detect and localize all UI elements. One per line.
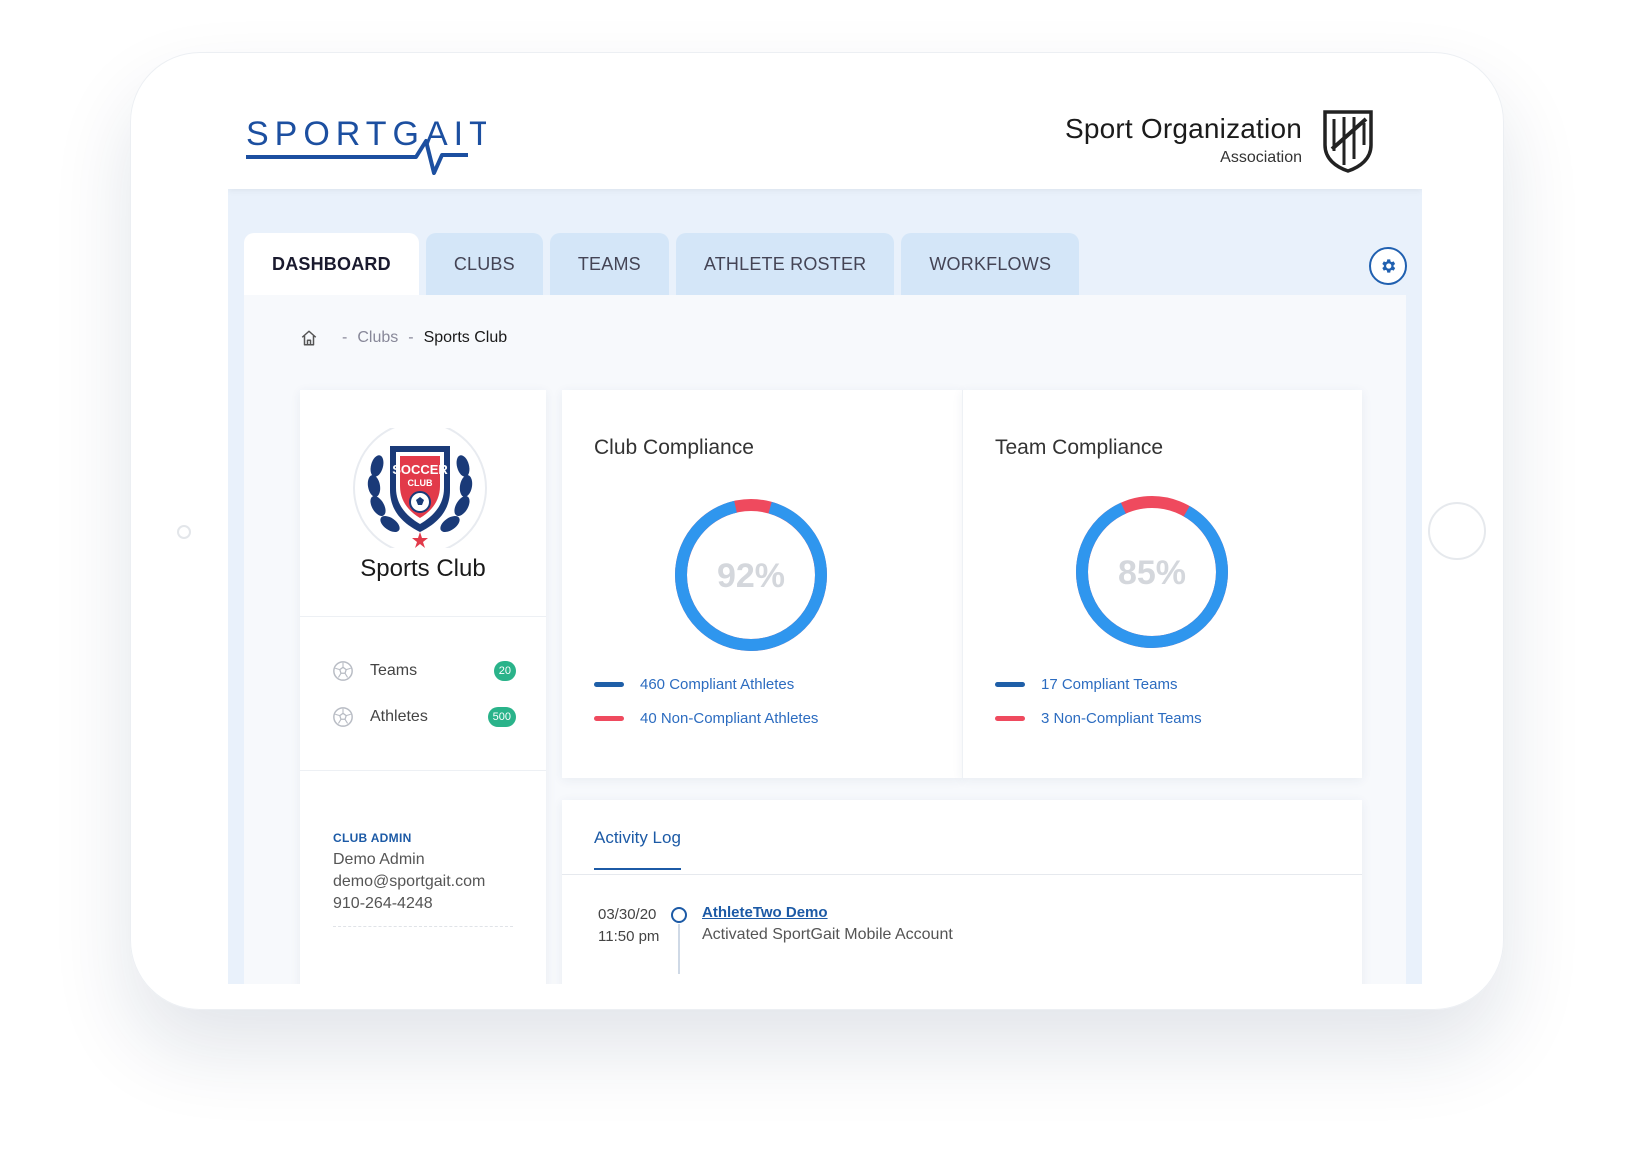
breadcrumb: - Clubs - Sports Club	[300, 329, 507, 347]
activity-description: Activated SportGait Mobile Account	[702, 926, 953, 943]
tab-activity-log[interactable]: Activity Log	[594, 828, 681, 870]
card-title: Team Compliance	[995, 436, 1164, 459]
top-bar: SPORTGAIT Sport Organization Association	[228, 89, 1422, 189]
tab-clubs[interactable]: CLUBS	[425, 233, 543, 295]
activity-timestamp: 03/30/20 11:50 pm	[598, 904, 659, 948]
soccer-club-logo: SOCCER CLUB	[353, 428, 487, 548]
team-compliance-card: Team Compliance 85% 17 Compliant Teams 3…	[962, 390, 1362, 778]
club-admin-heading: CLUB ADMIN	[333, 831, 412, 845]
legend-swatch	[594, 682, 624, 687]
divider	[333, 926, 513, 927]
legend-swatch	[995, 716, 1025, 721]
tab-workflows[interactable]: WORKFLOWS	[901, 233, 1080, 295]
club-compliance-card: Club Compliance 92% 460 Compliant Athlet…	[562, 390, 962, 778]
stat-label: Teams	[370, 662, 418, 679]
svg-text:SOCCER: SOCCER	[392, 462, 448, 477]
legend-label: 17 Compliant Teams	[1041, 676, 1178, 693]
card-title: Club Compliance	[594, 436, 754, 459]
dashboard-panel: - Clubs - Sports Club	[244, 295, 1406, 984]
breadcrumb-current: Sports Club	[423, 329, 508, 346]
legend-swatch	[995, 682, 1025, 687]
divider	[300, 770, 546, 771]
admin-name: Demo Admin	[333, 851, 425, 868]
club-compliance-donut: 92%	[675, 499, 827, 651]
count-badge: 500	[487, 707, 516, 727]
legend-label: 460 Compliant Athletes	[640, 676, 795, 693]
legend-label: 40 Non-Compliant Athletes	[640, 710, 819, 727]
org-name: Sport Organization	[1064, 113, 1302, 144]
club-profile-card: SOCCER CLUB Sports Club Teams 20	[300, 390, 546, 984]
legend-swatch	[594, 716, 624, 721]
org-subtitle: Association	[1220, 149, 1302, 166]
activity-user-link[interactable]: AthleteTwo Demo	[702, 904, 828, 921]
stat-athletes[interactable]: Athletes 500	[332, 704, 516, 730]
divider	[300, 616, 546, 617]
legend-label: 3 Non-Compliant Teams	[1041, 710, 1202, 727]
timeline-line	[678, 924, 680, 974]
svg-text:SPORTGAIT: SPORTGAIT	[246, 115, 486, 153]
stat-label: Athletes	[370, 708, 428, 725]
count-badge: 20	[493, 661, 516, 681]
settings-button[interactable]	[1369, 247, 1407, 285]
tab-athlete-roster[interactable]: ATHLETE ROSTER	[675, 233, 895, 295]
compliant-segment	[1076, 496, 1228, 648]
activity-date: 03/30/20	[598, 906, 657, 923]
legend-compliant: 17 Compliant Teams	[995, 676, 1177, 693]
stat-teams[interactable]: Teams 20	[332, 658, 516, 684]
admin-email[interactable]: demo@sportgait.com	[333, 873, 486, 890]
home-icon[interactable]	[300, 329, 318, 347]
team-compliance-donut: 85%	[1076, 496, 1228, 648]
org-crest-icon	[1323, 110, 1373, 173]
club-name: Sports Club	[360, 555, 486, 582]
divider	[562, 874, 1362, 875]
tablet-home-button	[1428, 502, 1486, 560]
activity-time: 11:50 pm	[598, 928, 660, 945]
svg-text:CLUB: CLUB	[408, 478, 433, 488]
timeline-node-icon	[671, 907, 687, 923]
breadcrumb-separator: -	[342, 329, 348, 346]
compliance-percent: 92%	[717, 557, 785, 595]
soccer-ball-icon	[333, 707, 353, 727]
tablet-camera	[177, 525, 191, 539]
compliance-percent: 85%	[1118, 554, 1186, 592]
app-screen: SPORTGAIT Sport Organization Association…	[228, 89, 1422, 984]
sportgait-logo[interactable]: SPORTGAIT	[246, 115, 486, 179]
legend-noncompliant: 40 Non-Compliant Athletes	[594, 710, 818, 727]
tab-dashboard[interactable]: DASHBOARD	[244, 233, 419, 295]
breadcrumb-separator: -	[408, 329, 414, 346]
tab-teams[interactable]: TEAMS	[549, 233, 669, 295]
admin-phone[interactable]: 910-264-4248	[333, 895, 433, 912]
compliant-segment	[675, 499, 827, 651]
breadcrumb-clubs[interactable]: Clubs	[357, 329, 399, 346]
legend-compliant: 460 Compliant Athletes	[594, 676, 794, 693]
legend-noncompliant: 3 Non-Compliant Teams	[995, 710, 1202, 727]
gear-icon	[1382, 259, 1396, 273]
soccer-ball-icon	[333, 661, 353, 681]
main-tabs: DASHBOARD CLUBS TEAMS ATHLETE ROSTER WOR…	[244, 233, 1080, 295]
activity-log-card: Activity Log 03/30/20 11:50 pm AthleteTw…	[562, 800, 1362, 984]
